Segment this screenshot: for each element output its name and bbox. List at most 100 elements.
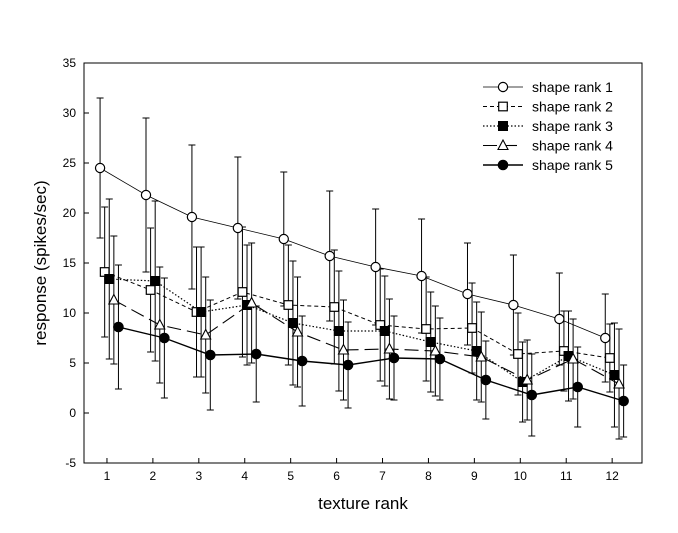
data-point — [237, 287, 248, 297]
x-tick-label: 9 — [471, 469, 478, 483]
legend-label: shape rank 2 — [532, 99, 613, 115]
data-point — [388, 352, 400, 364]
data-point — [232, 222, 244, 234]
data-point — [609, 370, 620, 380]
legend-label: shape rank 1 — [532, 79, 613, 95]
data-point — [600, 332, 611, 344]
legend-marker — [497, 138, 509, 151]
data-point — [342, 359, 354, 371]
data-point — [296, 355, 308, 367]
legend-marker — [497, 159, 509, 171]
data-point — [324, 250, 335, 262]
data-point — [199, 328, 212, 340]
data-point — [196, 307, 207, 317]
data-point — [480, 374, 492, 386]
data-point — [250, 348, 262, 360]
y-tick-label: 30 — [63, 106, 77, 120]
data-point — [337, 343, 350, 355]
series-line-5 — [118, 326, 624, 402]
legend-label: shape rank 3 — [532, 118, 613, 134]
legend-item-4: shape rank 4 — [483, 138, 613, 154]
data-point — [186, 211, 198, 223]
data-point — [204, 349, 216, 361]
data-point — [567, 352, 580, 364]
y-tick-label: 5 — [69, 356, 76, 370]
x-tick-label: 2 — [150, 469, 157, 483]
legend-marker — [498, 121, 508, 131]
data-point — [153, 318, 166, 330]
y-tick-label: 20 — [63, 206, 77, 220]
data-point — [104, 274, 115, 284]
data-point — [604, 353, 615, 363]
data-point — [140, 189, 152, 201]
series-line-1 — [99, 167, 606, 339]
legend-item-3: shape rank 3 — [483, 118, 613, 134]
legend-marker — [498, 101, 508, 112]
data-point — [333, 326, 344, 336]
legend-marker — [497, 81, 509, 93]
data-point — [287, 318, 298, 328]
data-point — [107, 293, 120, 305]
data-point — [618, 395, 629, 407]
data-point — [421, 324, 432, 334]
legend-item-5: shape rank 5 — [483, 157, 613, 173]
data-point — [429, 344, 442, 356]
data-point — [113, 321, 124, 333]
data-point — [467, 323, 477, 333]
y-tick-label: -5 — [65, 456, 76, 470]
series-markers — [94, 162, 629, 407]
x-tick-label: 3 — [195, 469, 202, 483]
data-point — [526, 389, 538, 401]
legend-label: shape rank 4 — [532, 138, 613, 154]
series-lines — [99, 167, 624, 402]
series-line-4 — [113, 299, 620, 385]
data-point — [462, 288, 473, 300]
data-point — [508, 299, 519, 311]
legend-item-1: shape rank 1 — [483, 79, 613, 95]
data-point — [159, 332, 170, 344]
data-point — [379, 326, 390, 336]
x-tick-label: 8 — [425, 469, 432, 483]
x-tick-label: 4 — [241, 469, 248, 483]
x-tick-label: 11 — [560, 469, 573, 483]
x-tick-label: 7 — [379, 469, 386, 483]
data-point — [513, 349, 523, 359]
series-line-3 — [109, 278, 615, 383]
y-tick-label: 15 — [63, 256, 77, 270]
data-point — [145, 285, 156, 295]
data-point — [278, 233, 289, 245]
series-line-2 — [104, 271, 610, 359]
data-point — [416, 270, 427, 282]
data-point — [434, 353, 446, 365]
x-tick-label: 12 — [605, 469, 619, 483]
data-point — [94, 162, 106, 174]
data-point — [150, 276, 161, 286]
data-point — [613, 377, 625, 389]
y-axis-label: response (spikes/sec) — [31, 180, 50, 345]
x-axis-label: texture rank — [318, 494, 408, 513]
legend: shape rank 1 shape rank 2 shape rank 3 shap… — [483, 79, 613, 173]
y-tick-label: 0 — [69, 406, 76, 420]
x-tick-label: 10 — [514, 469, 528, 483]
data-point — [283, 300, 294, 310]
data-point — [521, 373, 534, 385]
y-axis: -5 0 5 10 15 20 25 30 35 — [63, 56, 89, 470]
data-point — [383, 342, 396, 354]
legend-label: shape rank 5 — [532, 157, 613, 173]
data-point — [572, 381, 584, 393]
data-point — [370, 261, 381, 273]
data-point — [329, 302, 340, 312]
x-axis: 1 2 3 4 5 6 7 8 9 10 11 12 — [104, 458, 619, 483]
data-point — [554, 313, 565, 325]
data-point — [475, 350, 488, 362]
x-tick-label: 6 — [333, 469, 340, 483]
legend-item-2: shape rank 2 — [483, 99, 613, 115]
data-point — [425, 337, 436, 347]
data-point — [291, 325, 304, 337]
data-point — [245, 296, 258, 308]
x-tick-label: 5 — [287, 469, 294, 483]
y-tick-label: 35 — [63, 56, 77, 70]
x-tick-label: 1 — [104, 469, 111, 483]
y-tick-label: 25 — [63, 156, 77, 170]
